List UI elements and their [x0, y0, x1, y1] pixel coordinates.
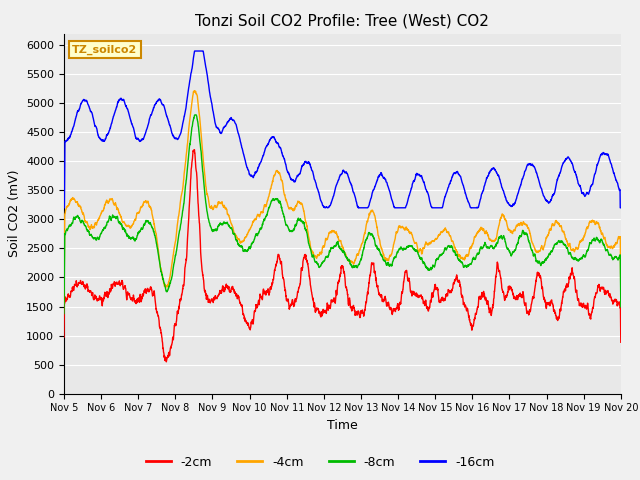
- Y-axis label: Soil CO2 (mV): Soil CO2 (mV): [8, 170, 20, 257]
- Text: TZ_soilco2: TZ_soilco2: [72, 44, 138, 55]
- X-axis label: Time: Time: [327, 419, 358, 432]
- Title: Tonzi Soil CO2 Profile: Tree (West) CO2: Tonzi Soil CO2 Profile: Tree (West) CO2: [195, 13, 490, 28]
- Legend: -2cm, -4cm, -8cm, -16cm: -2cm, -4cm, -8cm, -16cm: [141, 451, 499, 474]
